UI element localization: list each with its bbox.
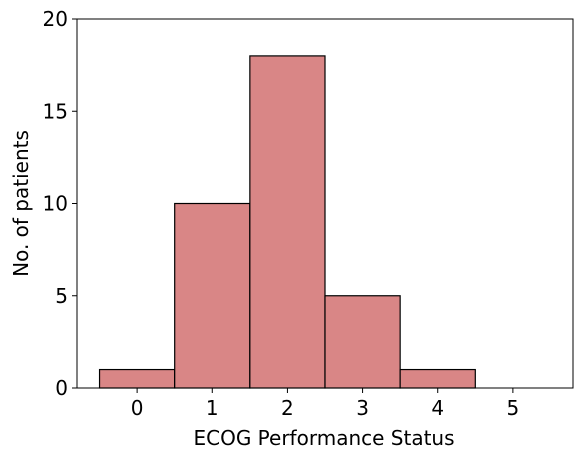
y-axis-ticks: 0 5 10 15 20 (43, 7, 77, 400)
bar-4 (399, 368, 476, 389)
x-tick-label: 4 (431, 396, 444, 420)
bar-2 (249, 55, 326, 389)
bars-group (98, 55, 476, 389)
bar-1 (174, 202, 251, 389)
x-tick-label: 2 (281, 396, 294, 420)
x-axis-label: ECOG Performance Status (193, 426, 454, 450)
bar-0 (98, 368, 176, 389)
y-axis-label: No. of patients (9, 130, 33, 277)
y-tick-label: 5 (55, 284, 68, 308)
x-tick-label: 1 (206, 396, 219, 420)
x-axis-ticks: 0 1 2 3 4 5 (131, 388, 519, 420)
x-tick-label: 0 (131, 396, 144, 420)
bar-3 (324, 295, 401, 389)
y-tick-label: 10 (43, 192, 68, 216)
y-tick-label: 15 (43, 99, 68, 123)
x-tick-label: 3 (356, 396, 369, 420)
y-tick-label: 0 (55, 376, 68, 400)
x-tick-label: 5 (507, 396, 520, 420)
y-tick-label: 20 (43, 7, 68, 31)
